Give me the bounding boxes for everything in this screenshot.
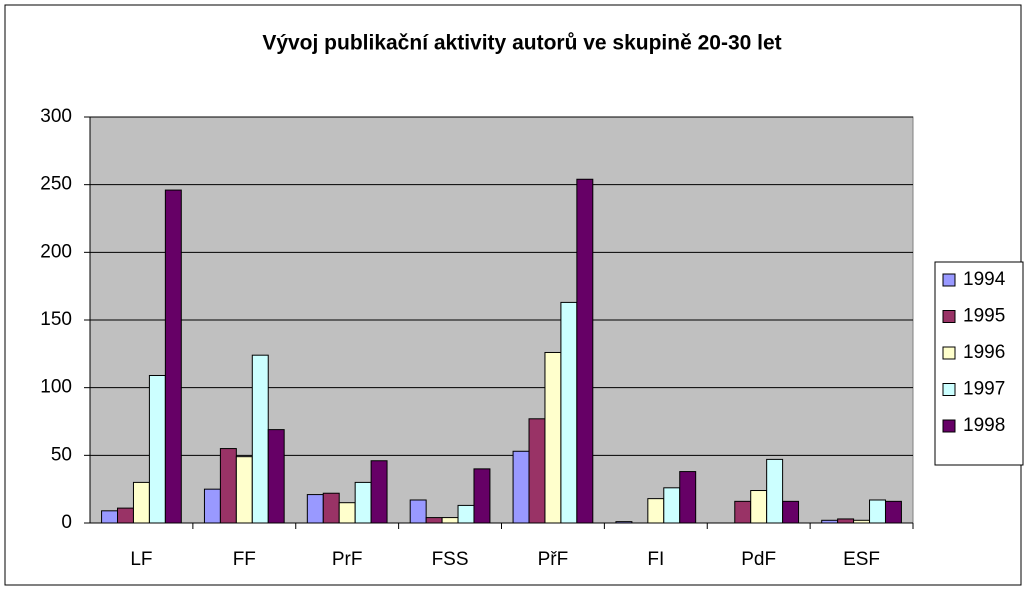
bar [354, 481, 372, 524]
x-tick-label: FSS [432, 549, 469, 570]
bar [338, 502, 356, 524]
bar [164, 189, 182, 524]
bar [663, 487, 681, 524]
bar [473, 468, 491, 524]
legend-label: 1998 [963, 415, 1005, 436]
bar [679, 471, 697, 524]
bar [528, 418, 546, 524]
legend-swatch [942, 419, 956, 433]
bar [235, 456, 253, 524]
legend-label: 1997 [963, 379, 1005, 400]
bar [306, 494, 324, 524]
bar [782, 500, 800, 524]
bar [117, 507, 134, 524]
legend-label: 1996 [963, 342, 1005, 363]
bar [884, 500, 902, 524]
bar [766, 458, 784, 524]
bar [544, 351, 562, 524]
bar [132, 481, 150, 524]
bar [441, 517, 459, 524]
y-tick-label: 150 [40, 309, 72, 330]
legend-swatch [942, 273, 956, 287]
bar [267, 429, 285, 524]
bar [837, 518, 855, 524]
bar [203, 488, 221, 524]
x-tick-label: LF [130, 549, 152, 570]
bar [821, 519, 839, 524]
bar [512, 450, 530, 524]
x-tick-label: FI [647, 549, 664, 570]
legend-swatch [942, 383, 956, 396]
legend-label: 1994 [963, 269, 1006, 290]
chart-title: Vývoj publikační aktivity autorů ve skup… [262, 32, 781, 55]
y-tick-label: 50 [51, 444, 72, 465]
bar [647, 498, 665, 524]
y-tick-label: 0 [61, 512, 72, 533]
legend-swatch [942, 346, 956, 360]
legend-swatch [942, 310, 956, 323]
bar [576, 178, 594, 524]
bar [750, 490, 768, 524]
y-tick-label: 100 [40, 377, 72, 398]
x-tick-label: ESF [843, 549, 880, 570]
bar [219, 448, 237, 524]
bar [370, 460, 388, 524]
y-tick-label: 200 [40, 241, 72, 262]
bar [457, 504, 475, 524]
bar [409, 499, 427, 524]
bar [148, 374, 166, 524]
bar [853, 519, 871, 524]
bar [560, 301, 578, 524]
x-tick-label: FF [233, 549, 256, 570]
bar [425, 517, 443, 524]
y-tick-label: 300 [40, 106, 72, 127]
y-tick-label: 250 [40, 174, 72, 195]
bar [734, 500, 752, 524]
bar [101, 510, 119, 524]
x-tick-label: PdF [741, 549, 776, 570]
bar [322, 492, 340, 524]
bar [251, 354, 269, 524]
x-tick-label: PřF [538, 549, 569, 570]
x-tick-label: PrF [332, 549, 363, 570]
bar [869, 499, 886, 524]
bar [615, 521, 633, 524]
legend-label: 1995 [963, 306, 1005, 327]
